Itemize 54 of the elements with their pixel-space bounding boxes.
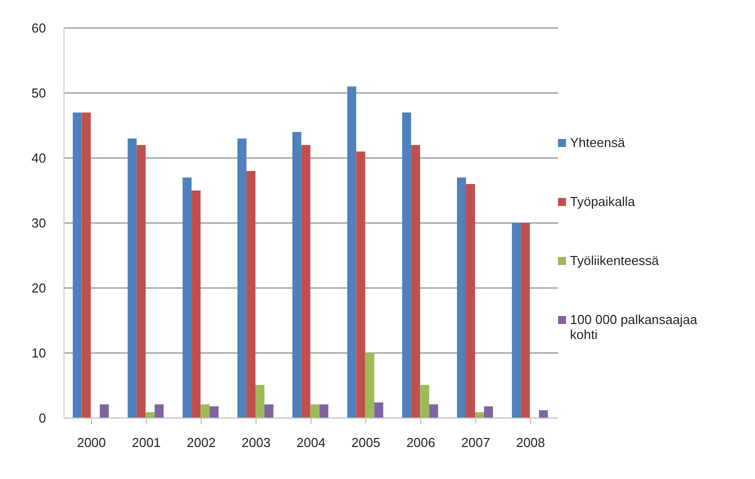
bar xyxy=(255,384,264,418)
bar xyxy=(520,223,530,418)
y-tick-label: 30 xyxy=(32,216,46,231)
bar xyxy=(365,353,374,418)
x-tick-label: 2005 xyxy=(351,435,380,450)
bar xyxy=(264,404,274,418)
bar xyxy=(154,404,164,418)
bar xyxy=(100,404,109,418)
x-tick-label: 2008 xyxy=(516,435,546,450)
legend-label: Työpaikalla xyxy=(570,194,636,208)
bar xyxy=(374,402,384,418)
bar xyxy=(72,112,82,418)
y-tick-label: 20 xyxy=(32,280,46,296)
bar xyxy=(237,138,246,418)
bar xyxy=(182,178,192,418)
bar xyxy=(466,184,476,418)
y-tick-label: 10 xyxy=(32,346,46,361)
bar xyxy=(420,384,430,418)
x-tick-label: 2001 xyxy=(132,435,161,450)
bar xyxy=(246,171,256,418)
bar xyxy=(457,178,466,418)
bar xyxy=(475,412,484,418)
legend-label: Työliikenteessä xyxy=(570,252,660,268)
legend-label: 100 000 palkansaajaa kohti xyxy=(570,312,698,342)
bar xyxy=(192,190,201,418)
bar xyxy=(310,404,320,418)
legend-label: Yhteensä xyxy=(570,134,626,150)
bar xyxy=(136,145,146,418)
bar xyxy=(82,112,91,418)
bar xyxy=(210,406,219,418)
y-tick-label: 40 xyxy=(32,150,46,166)
bar xyxy=(484,406,494,418)
bar xyxy=(347,86,356,418)
bar xyxy=(301,145,310,418)
bar xyxy=(402,112,412,418)
y-tick-label: 50 xyxy=(32,86,46,101)
y-tick-label: 60 xyxy=(32,20,46,36)
x-tick-label: 2007 xyxy=(461,435,490,450)
bar xyxy=(356,152,366,418)
bar xyxy=(538,410,548,418)
y-tick-label: 0 xyxy=(38,410,46,426)
x-tick-label: 2003 xyxy=(242,435,271,450)
bar xyxy=(319,404,328,418)
bar xyxy=(429,404,438,418)
bar xyxy=(512,223,521,418)
x-tick-label: 2006 xyxy=(406,435,436,450)
x-tick-label: 2000 xyxy=(76,435,106,450)
bar xyxy=(128,138,137,418)
bar xyxy=(146,412,155,418)
bar xyxy=(292,132,302,418)
x-tick-label: 2002 xyxy=(186,435,216,450)
x-tick-label: 2004 xyxy=(296,435,326,450)
bar xyxy=(411,145,420,418)
bar xyxy=(200,404,210,418)
